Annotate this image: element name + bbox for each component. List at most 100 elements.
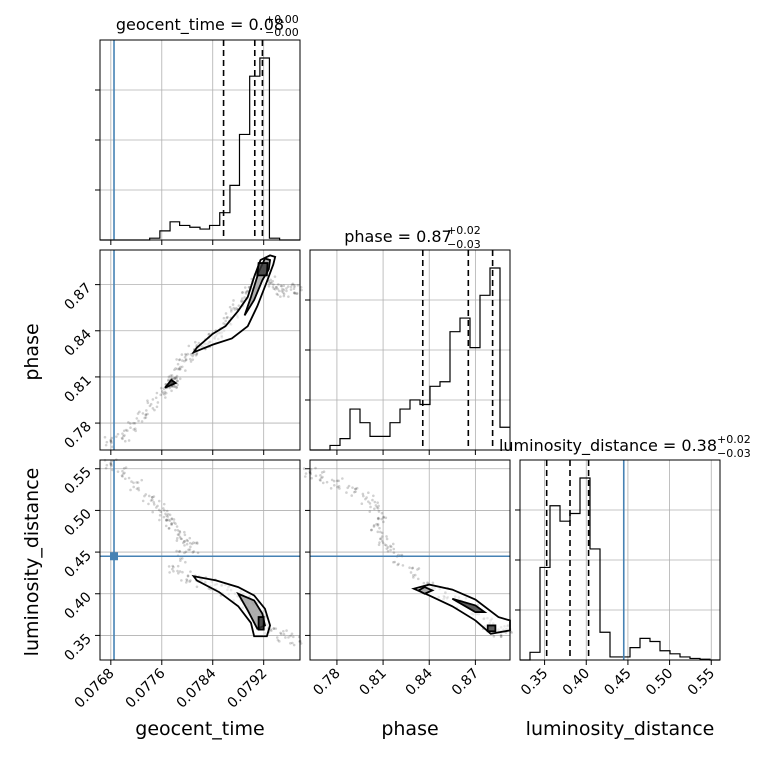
sample-point: [207, 333, 210, 336]
sample-point: [271, 279, 275, 283]
sample-point: [110, 464, 113, 467]
sample-point: [417, 567, 421, 570]
sample-point: [165, 509, 169, 513]
sample-point: [345, 491, 348, 494]
sample-point: [187, 344, 191, 348]
sample-point: [277, 289, 281, 293]
sample-point: [278, 640, 281, 643]
sample-point: [191, 354, 194, 358]
sample-point: [431, 581, 435, 585]
sample-point: [378, 526, 381, 530]
sample-point: [336, 485, 339, 489]
sample-point: [144, 416, 148, 419]
sample-point: [377, 517, 380, 521]
sample-point: [144, 493, 148, 496]
sample-point: [122, 467, 126, 470]
sample-point: [321, 475, 324, 479]
sample-point: [184, 353, 188, 357]
sample-point: [289, 288, 293, 291]
sample-point: [132, 428, 136, 431]
sample-point: [123, 477, 127, 481]
sample-point: [369, 505, 372, 509]
sample-point: [379, 537, 383, 540]
sample-point: [178, 358, 181, 362]
sample-point: [191, 358, 195, 361]
sample-point: [175, 525, 179, 528]
sample-point: [169, 374, 172, 377]
sample-point: [143, 494, 146, 498]
sample-point: [372, 494, 375, 498]
sample-point: [269, 281, 272, 284]
sample-point: [281, 291, 285, 294]
sample-point: [346, 486, 350, 490]
sample-point: [207, 332, 211, 336]
sample-point: [285, 289, 288, 293]
sample-point: [122, 472, 125, 476]
sample-point: [152, 503, 156, 506]
sample-point: [382, 516, 385, 519]
sample-point: [376, 501, 379, 504]
sample-point: [376, 522, 380, 526]
sample-point: [362, 494, 365, 498]
sample-point: [243, 286, 247, 289]
sample-point: [392, 551, 396, 554]
sample-point: [175, 537, 179, 540]
sample-point: [233, 308, 237, 311]
sample-point: [109, 463, 113, 466]
sample-point: [146, 399, 149, 402]
sample-point: [164, 512, 167, 516]
sample-point: [138, 410, 141, 414]
sample-point: [178, 531, 182, 534]
sample-point: [267, 284, 271, 288]
panel-frame: [99, 249, 301, 451]
sample-point: [276, 287, 279, 291]
sample-point: [240, 300, 244, 304]
sample-point: [222, 322, 225, 325]
sample-point: [172, 518, 176, 521]
sample-point: [350, 494, 354, 497]
sample-point: [173, 377, 177, 381]
sample-point: [282, 632, 286, 636]
sample-point: [170, 522, 174, 525]
sample-point: [347, 484, 351, 488]
sample-point: [185, 578, 188, 581]
tick-label-x: 0.87: [449, 666, 482, 699]
sample-point: [167, 527, 171, 530]
sample-point: [375, 522, 378, 526]
title-luminosity-distance-plus: +0.02: [717, 433, 751, 446]
sample-point: [416, 577, 420, 581]
sample-point: [129, 426, 132, 430]
sample-point: [150, 496, 154, 499]
sample-point: [224, 319, 228, 323]
sample-point: [314, 474, 318, 478]
sample-point: [186, 574, 190, 578]
sample-point: [280, 284, 283, 288]
sample-point: [104, 443, 108, 447]
sample-point: [136, 481, 140, 484]
sample-point: [322, 470, 326, 474]
sample-point: [111, 468, 114, 472]
sample-point: [382, 520, 385, 524]
sample-point: [164, 391, 168, 395]
sample-point: [151, 398, 155, 401]
sample-point: [381, 541, 385, 545]
sample-point: [123, 439, 127, 443]
sample-point: [151, 407, 155, 410]
sample-point: [132, 481, 135, 485]
sample-point: [411, 566, 415, 570]
sample-point: [154, 396, 158, 400]
sample-point: [184, 358, 188, 362]
sample-point: [184, 560, 187, 564]
sample-point: [181, 570, 184, 574]
sample-point: [191, 551, 195, 554]
sample-point: [185, 542, 189, 546]
sample-point: [319, 474, 322, 477]
sample-point: [156, 504, 159, 508]
tick-label-y: 0.84: [61, 326, 94, 359]
sample-point: [164, 396, 167, 399]
sample-point: [365, 496, 368, 499]
title-geocent-time-plus: +0.00: [265, 13, 299, 26]
sample-point: [287, 295, 290, 298]
sample-point: [285, 287, 288, 290]
tick-label-y: 0.45: [61, 548, 94, 581]
